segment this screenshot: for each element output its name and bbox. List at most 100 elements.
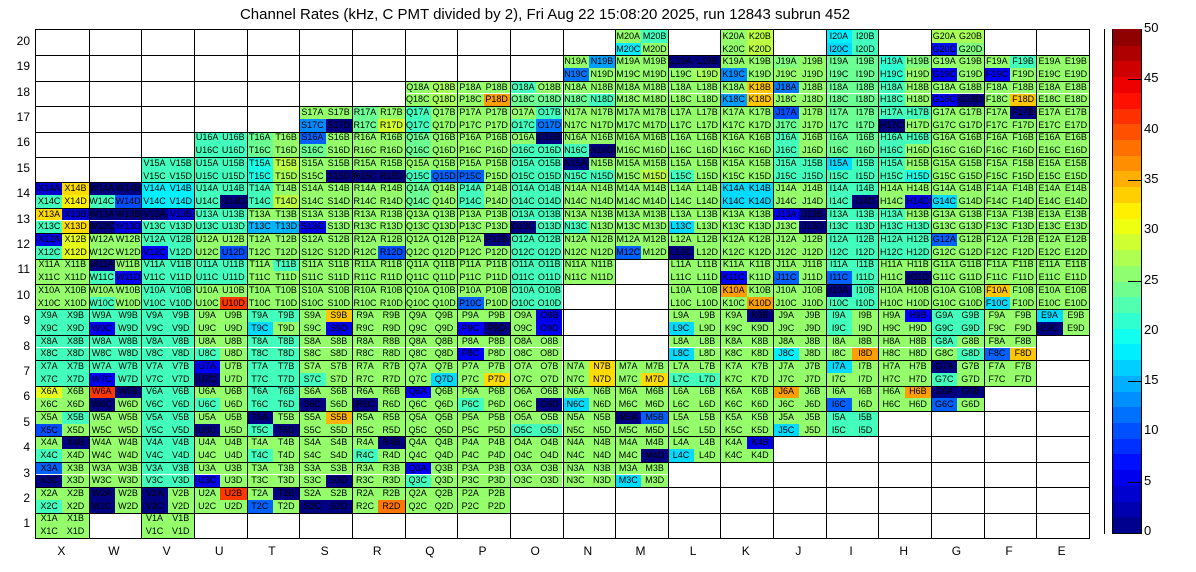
heatmap-cell-L11A: L11A	[667, 258, 695, 272]
heatmap-cell-F11B: F11B	[1010, 258, 1037, 272]
heatmap-cell-T11B: T11B	[272, 258, 300, 272]
y-axis-label-10: 10	[16, 287, 30, 302]
heatmap-cell-M5C: M5C	[615, 423, 642, 437]
heatmap-cell-R9D: R9D	[378, 322, 405, 335]
heatmap-cell-E17D: E17D	[1062, 118, 1089, 132]
heatmap-cell-J5C: J5C	[773, 423, 800, 437]
heatmap-cell-F7A: F7A	[983, 360, 1010, 373]
heatmap-cell-K7C: K7C	[720, 372, 747, 386]
heatmap-cell-M3D: M3D	[641, 474, 668, 488]
heatmap-cell-O9C: O9C	[509, 322, 537, 335]
heatmap-cell-N5B: N5B	[588, 411, 616, 424]
heatmap-cell-Q5D: Q5D	[430, 423, 458, 437]
heatmap-cell-V14B: V14B	[167, 182, 194, 196]
heatmap-cell-I7D: I7D	[852, 372, 879, 386]
heatmap-cell-V2D: V2D	[167, 499, 194, 513]
heatmap-cell-U2B: U2B	[220, 487, 247, 500]
heatmap-cell-L7B: L7B	[694, 360, 721, 373]
heatmap-cell-N5D: N5D	[588, 423, 616, 437]
heatmap-cell-L8C: L8C	[667, 347, 695, 361]
heatmap-cell-R15C: R15C	[351, 169, 379, 183]
heatmap-cell-G7A: G7A	[931, 360, 958, 373]
heatmap-cell-I14B: I14B	[852, 182, 879, 196]
heatmap-cell-J17D: J17D	[799, 118, 826, 132]
heatmap-cell-L11B: L11B	[694, 258, 721, 272]
heatmap-cell-P2C: P2C	[457, 499, 484, 513]
heatmap-cell-E15A: E15A	[1036, 157, 1063, 170]
heatmap-cell-I15C: I15C	[825, 169, 853, 183]
heatmap-cell-W12C: W12C	[88, 245, 115, 259]
heatmap-cell-I19C: I19C	[825, 68, 853, 81]
heatmap-cell-R11C: R11C	[351, 271, 379, 284]
heatmap-cell-N18A: N18A	[562, 80, 589, 94]
heatmap-cell-J11A: J11A	[773, 258, 800, 272]
heatmap-cell-K16D: K16D	[746, 144, 774, 157]
heatmap-cell-I17B: I17B	[852, 106, 879, 119]
heatmap-cell-S4C: S4C	[299, 449, 326, 462]
heatmap-cell-S2D: S2D	[325, 499, 352, 513]
heatmap-cell-V13A: V13A	[141, 207, 168, 221]
heatmap-cell-N13B: N13B	[588, 207, 616, 221]
heatmap-cell-T8C: T8C	[246, 347, 273, 361]
heatmap-cell-H10A: H10A	[878, 284, 905, 297]
heatmap-cell-G9B: G9B	[957, 309, 984, 323]
heatmap-cell-S3A: S3A	[299, 461, 326, 475]
heatmap-cell-U2D: U2D	[220, 499, 247, 513]
heatmap-cell-P15D: P15D	[483, 169, 510, 183]
heatmap-cell-S16C: S16C	[299, 144, 326, 157]
heatmap-cell-N6D: N6D	[588, 398, 616, 411]
heatmap-cell-F18C: F18C	[983, 93, 1010, 107]
heatmap-cell-R14C: R14C	[351, 195, 379, 208]
heatmap-cell-P13B: P13B	[483, 207, 510, 221]
heatmap-cell-R9C: R9C	[351, 322, 379, 335]
heatmap-cell-I13D: I13D	[852, 220, 879, 234]
heatmap-cell-P3C: P3C	[457, 474, 484, 488]
heatmap-cell-Q11C: Q11C	[404, 271, 431, 284]
heatmap-cell-R14D: R14D	[378, 195, 405, 208]
heatmap-cell-G12D: G12D	[957, 245, 984, 259]
y-axis-label-3: 3	[23, 465, 30, 480]
heatmap-cell-X2A: X2A	[36, 487, 63, 500]
heatmap-cell-G18A: G18A	[931, 80, 958, 94]
colorbar-segment	[1113, 123, 1141, 141]
heatmap-cell-L8B: L8B	[694, 334, 721, 348]
heatmap-cell-G12C: G12C	[931, 245, 958, 259]
heatmap-cell-T9B: T9B	[272, 309, 300, 323]
heatmap-cell-W9D: W9D	[114, 322, 142, 335]
heatmap-cell-V4D: V4D	[167, 449, 194, 462]
heatmap-cell-V8B: V8B	[167, 334, 194, 348]
heatmap-cell-T2B: T2B	[272, 487, 300, 500]
heatmap-cell-S6C: S6C	[299, 398, 326, 411]
heatmap-cell-L14A: L14A	[667, 182, 695, 196]
heatmap-cell-G15B: G15B	[957, 157, 984, 170]
heatmap-cell-G16A: G16A	[931, 131, 958, 145]
heatmap-cell-V3B: V3B	[167, 461, 194, 475]
heatmap-cell-E13B: E13B	[1062, 207, 1089, 221]
heatmap-cell-J19D: J19D	[799, 68, 826, 81]
heatmap-cell-T16A: T16A	[246, 131, 273, 145]
heatmap-cell-U13D: U13D	[220, 220, 247, 234]
heatmap-cell-J14A: J14A	[773, 182, 800, 196]
heatmap-cell-M17C: M17C	[615, 118, 642, 132]
heatmap-cell-G12A: G12A	[931, 233, 958, 246]
heatmap-cell-L14C: L14C	[667, 195, 695, 208]
heatmap-cell-P16C: P16C	[457, 144, 484, 157]
heatmap-cell-N11B: N11B	[588, 258, 616, 272]
heatmap-cell-M15B: M15B	[641, 157, 668, 170]
heatmap-cell-R5B: R5B	[378, 411, 405, 424]
heatmap-cell-P8C: P8C	[457, 347, 484, 361]
heatmap-cell-F17A: F17A	[983, 106, 1010, 119]
heatmap-cell-H9B: H9B	[904, 309, 932, 323]
heatmap-cell-Q11D: Q11D	[430, 271, 458, 284]
heatmap-cell-H15B: H15B	[904, 157, 932, 170]
heatmap-cell-I18B: I18B	[852, 80, 879, 94]
heatmap-cell-F11D: F11D	[1010, 271, 1037, 284]
colorbar-segment	[1113, 421, 1141, 439]
heatmap-cell-N6A: N6A	[562, 385, 589, 399]
heatmap-cell-T15B: T15B	[272, 157, 300, 170]
heatmap-cell-O16A: O16A	[509, 131, 537, 145]
heatmap-cell-T14A: T14A	[246, 182, 273, 196]
heatmap-cell-I11C: I11C	[825, 271, 853, 284]
y-axis-label-4: 4	[23, 440, 30, 455]
heatmap-cell-J6A: J6A	[773, 385, 800, 399]
